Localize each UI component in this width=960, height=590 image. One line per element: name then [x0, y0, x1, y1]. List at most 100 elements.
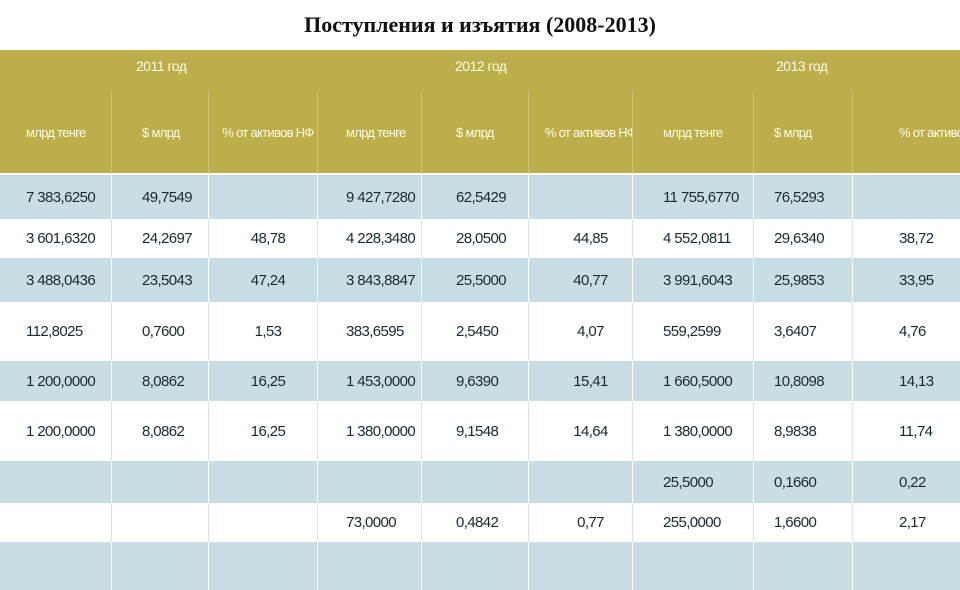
- table-cell: 0,7600: [112, 302, 209, 361]
- table-cell: 40,77: [529, 258, 633, 302]
- table-cell: [209, 175, 318, 219]
- table-cell: 10,8098: [754, 361, 853, 401]
- col-header-2012-usd: $ млрд: [422, 91, 529, 173]
- col-header-2011-kzt: млрд тенге: [0, 91, 112, 173]
- table-cell: 4 228,3480: [318, 219, 422, 258]
- table-cell: [209, 461, 318, 503]
- table-cell: [422, 542, 529, 590]
- table-cell: 9,1548: [422, 401, 529, 461]
- table-cell: 3,6407: [754, 302, 853, 361]
- table-cell: 1 380,0000: [633, 401, 754, 461]
- table-cell: 2,17: [853, 503, 960, 542]
- table-cell: 3 488,0436: [0, 258, 112, 302]
- year-2011-label: 2011 год: [136, 58, 187, 74]
- table-cell: 33,95: [853, 258, 960, 302]
- column-header-row: млрд тенге $ млрд % от активов НФ млрд т…: [0, 91, 960, 175]
- table-cell: [0, 503, 112, 542]
- table-cell: [754, 542, 853, 590]
- table-cell: 1 453,0000: [318, 361, 422, 401]
- col-header-2012-pct: % от активов НФ: [529, 91, 633, 173]
- table-cell: 1 380,0000: [318, 401, 422, 461]
- table-cell: 16,25: [209, 361, 318, 401]
- table-row: 1 200,0000 8,0862 16,25 1 380,0000 9,1548 14,…: [0, 401, 960, 461]
- table-cell: 0,4842: [422, 503, 529, 542]
- table-cell: 47,24: [209, 258, 318, 302]
- table-cell: 11 755,6770: [633, 175, 754, 219]
- year-2013-label: 2013 год: [776, 58, 828, 74]
- table-cell: 3 991,6043: [633, 258, 754, 302]
- table-cell: 112,8025: [0, 302, 112, 361]
- table-cell: 73,0000: [318, 503, 422, 542]
- table-cell: [633, 542, 754, 590]
- table-cell: 25,5000: [633, 461, 754, 503]
- year-header-row: 2011 год 2012 год 2013 год: [0, 50, 960, 91]
- table-cell: [422, 461, 529, 503]
- table-cell: 8,0862: [112, 361, 209, 401]
- table-cell: 38,72: [853, 219, 960, 258]
- table-cell: 11,74: [853, 401, 960, 461]
- table-cell: 28,0500: [422, 219, 529, 258]
- table-cell: 29,6340: [754, 219, 853, 258]
- table-cell: 0,77: [529, 503, 633, 542]
- table-cell: 8,0862: [112, 401, 209, 461]
- table-cell: 4 552,0811: [633, 219, 754, 258]
- table-cell: 76,5293: [754, 175, 853, 219]
- table-cell: 4,07: [529, 302, 633, 361]
- table-cell: 7 383,6250: [0, 175, 112, 219]
- col-header-2013-kzt: млрд тенге: [633, 91, 754, 173]
- table-cell: 49,7549: [112, 175, 209, 219]
- table-row: 73,0000 0,4842 0,77 255,0000 1,6600 2,17: [0, 503, 960, 542]
- table-cell: 255,0000: [633, 503, 754, 542]
- table-row: 112,8025 0,7600 1,53 383,6595 2,5450 4,07 559,…: [0, 302, 960, 361]
- table-cell: 14,13: [853, 361, 960, 401]
- table-cell: 1 200,0000: [0, 401, 112, 461]
- table-cell: 4,76: [853, 302, 960, 361]
- table-cell: [529, 175, 633, 219]
- table-cell: 0,22: [853, 461, 960, 503]
- table-row: 7 383,6250 49,7549 9 427,7280 62,5429 11 755…: [0, 175, 960, 219]
- table-cell: 1,6600: [754, 503, 853, 542]
- table-cell: 24,2697: [112, 219, 209, 258]
- table-cell: [209, 503, 318, 542]
- table-cell: 1,53: [209, 302, 318, 361]
- col-header-2011-usd: $ млрд: [112, 91, 209, 173]
- table-cell: [318, 542, 422, 590]
- table-cell: 48,78: [209, 219, 318, 258]
- table-cell: 8,9838: [754, 401, 853, 461]
- col-header-2012-kzt: млрд тенге: [318, 91, 422, 173]
- table-row: 25,5000 0,1660 0,22: [0, 461, 960, 503]
- table-cell: [318, 461, 422, 503]
- table-cell: 25,9853: [754, 258, 853, 302]
- table-cell: [529, 542, 633, 590]
- table-cell: 15,41: [529, 361, 633, 401]
- table-cell: 14,64: [529, 401, 633, 461]
- col-header-2011-pct: % от активов НФ: [209, 91, 318, 173]
- table-cell: 44,85: [529, 219, 633, 258]
- table-cell: 2,5450: [422, 302, 529, 361]
- table-cell: 23,5043: [112, 258, 209, 302]
- table-cell: [529, 461, 633, 503]
- table-cell: [209, 542, 318, 590]
- table-cell: 559,2599: [633, 302, 754, 361]
- table-cell: 3 601,6320: [0, 219, 112, 258]
- page-title: Поступления и изъятия (2008-2013): [304, 12, 656, 37]
- year-2012-label: 2012 год: [455, 58, 507, 74]
- table-cell: 25,5000: [422, 258, 529, 302]
- table-cell: [0, 461, 112, 503]
- table-cell: 62,5429: [422, 175, 529, 219]
- table-cell: [853, 542, 960, 590]
- table-cell: [112, 461, 209, 503]
- table-cell: 0,1660: [754, 461, 853, 503]
- table-cell: [853, 175, 960, 219]
- table-row: 3 488,0436 23,5043 47,24 3 843,8847 25,5000 4…: [0, 258, 960, 302]
- table-cell: [0, 542, 112, 590]
- table-cell: 9 427,7280: [318, 175, 422, 219]
- table-cell: 9,6390: [422, 361, 529, 401]
- col-header-2013-usd: $ млрд: [754, 91, 853, 173]
- col-header-2013-pct: % от активов НФ: [899, 124, 960, 140]
- table-cell: 1 660,5000: [633, 361, 754, 401]
- table-row: [0, 542, 960, 590]
- table-cell: 16,25: [209, 401, 318, 461]
- data-table: 2011 год 2012 год 2013 год млрд тенге $ …: [0, 50, 960, 590]
- table-cell: [112, 503, 209, 542]
